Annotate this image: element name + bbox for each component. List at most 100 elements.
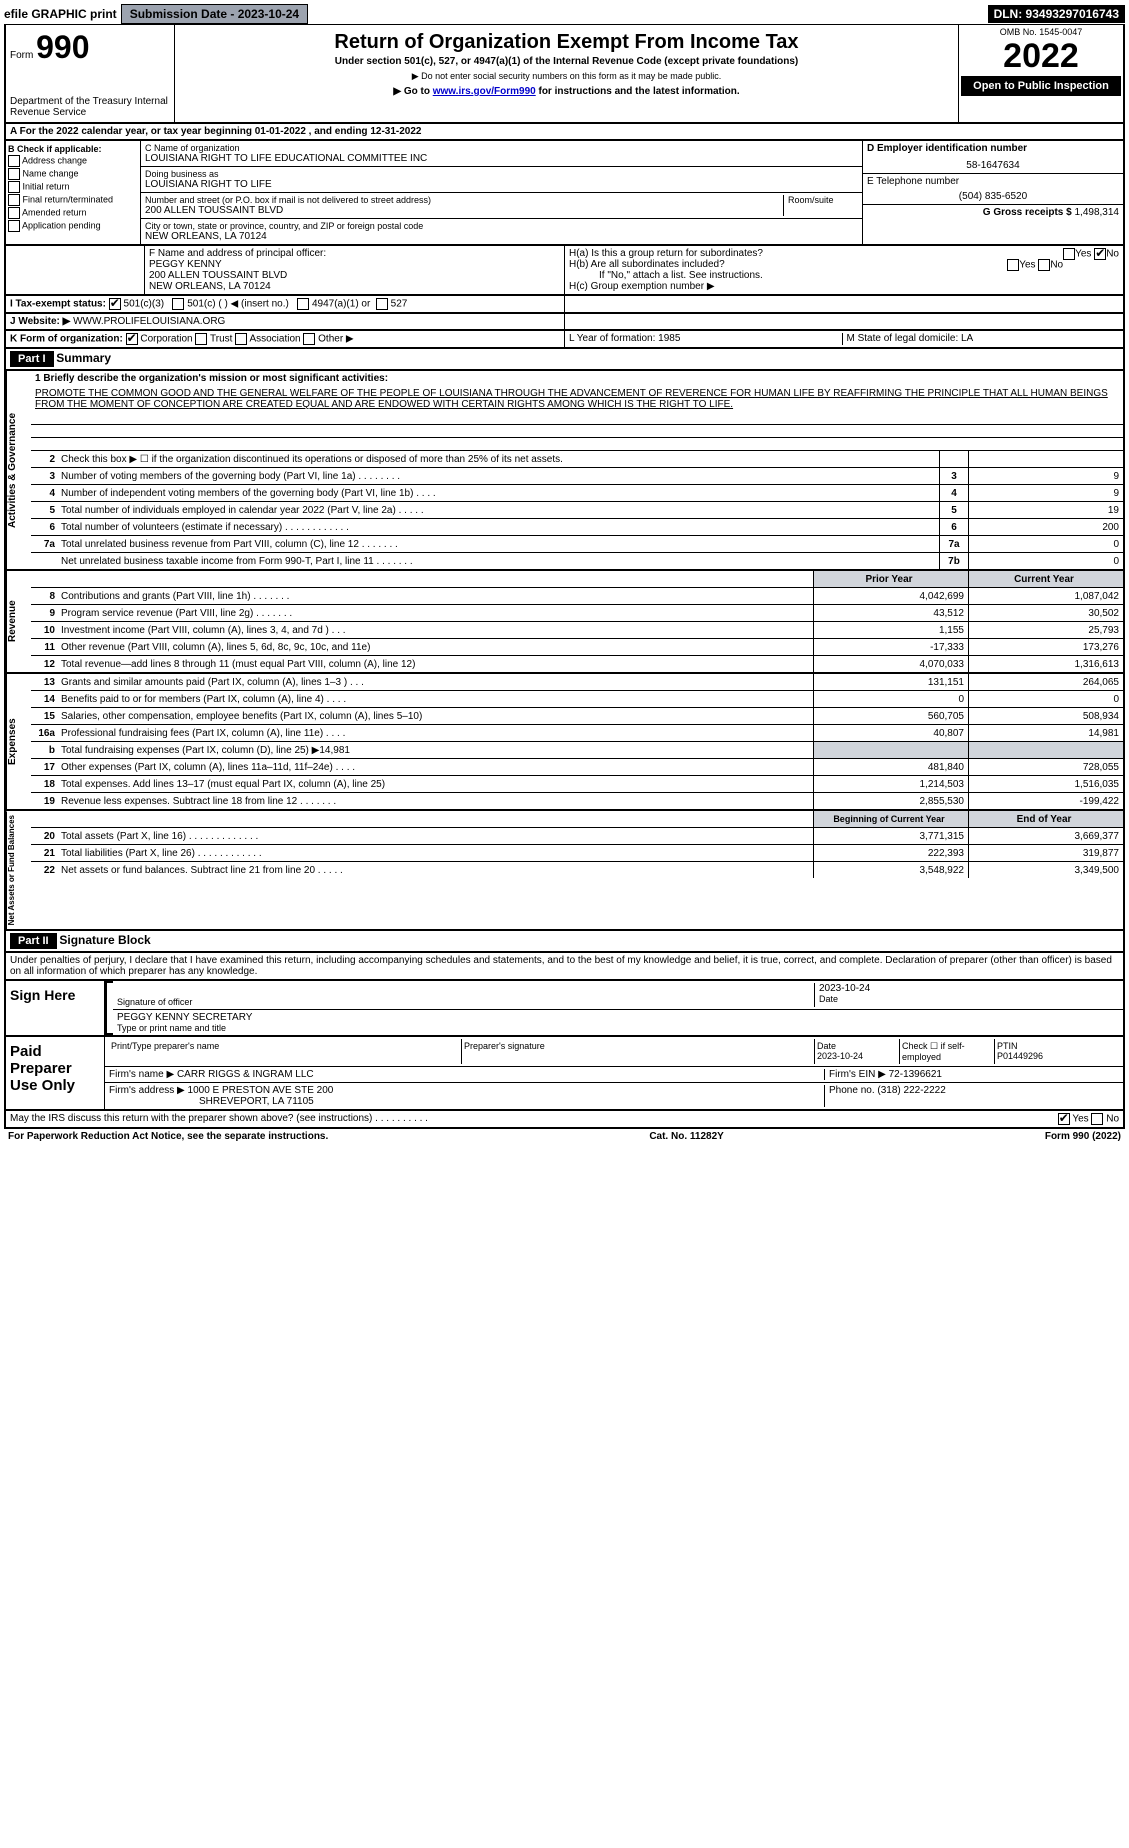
check-label: Amended return (22, 207, 87, 217)
check-501c[interactable] (172, 298, 184, 310)
sign-date: 2023-10-24 (819, 983, 1119, 994)
part2-tab: Part II (10, 933, 57, 949)
part2-title: Signature Block (59, 933, 150, 947)
footer-right: Form 990 (2022) (1045, 1131, 1121, 1142)
table-row: 13Grants and similar amounts paid (Part … (31, 674, 1123, 691)
table-row: 9Program service revenue (Part VIII, lin… (31, 605, 1123, 622)
submission-button[interactable]: Submission Date - 2023-10-24 (121, 4, 308, 24)
col-c: C Name of organization LOUISIANA RIGHT T… (141, 141, 863, 244)
check-no[interactable] (1091, 1113, 1103, 1125)
check-address[interactable]: Address change (8, 155, 138, 167)
check-final[interactable]: Final return/terminated (8, 194, 138, 206)
check-label: Initial return (23, 181, 70, 191)
year-formation: L Year of formation: 1985 (569, 333, 843, 345)
section-expenses: Expenses 13Grants and similar amounts pa… (4, 674, 1125, 811)
irs-link[interactable]: www.irs.gov/Form990 (433, 86, 536, 97)
date-label: Date (819, 994, 1119, 1004)
firm-label: Firm's name ▶ (109, 1069, 174, 1080)
open-public-label: Open to Public Inspection (961, 76, 1121, 96)
firm-addr2: SHREVEPORT, LA 71105 (109, 1096, 824, 1107)
mission-text: PROMOTE THE COMMON GOOD AND THE GENERAL … (31, 386, 1123, 412)
table-row: 20Total assets (Part X, line 16) . . . .… (31, 828, 1123, 845)
hc-label: H(c) Group exemption number ▶ (569, 281, 1119, 292)
efile-label: efile GRAPHIC print (4, 7, 117, 21)
form-number: 990 (36, 29, 89, 65)
table-row: 7aTotal unrelated business revenue from … (31, 536, 1123, 553)
firm-name: CARR RIGGS & INGRAM LLC (177, 1069, 314, 1080)
note-link: ▶ Go to www.irs.gov/Form990 for instruct… (179, 86, 954, 97)
header-left: Form 990 Department of the Treasury Inte… (6, 25, 175, 122)
table-row: 16aProfessional fundraising fees (Part I… (31, 725, 1123, 742)
table-row: 21Total liabilities (Part X, line 26) . … (31, 845, 1123, 862)
form-label: Form (10, 50, 33, 61)
check-trust[interactable] (195, 333, 207, 345)
col-b: B Check if applicable: Address change Na… (6, 141, 141, 244)
org-name: LOUISIANA RIGHT TO LIFE EDUCATIONAL COMM… (145, 153, 858, 164)
ptin-value: P01449296 (997, 1051, 1043, 1061)
row-a: A For the 2022 calendar year, or tax yea… (4, 124, 1125, 141)
prep-date: 2023-10-24 (817, 1051, 863, 1061)
opt-501c: 501(c) ( ) ◀ (insert no.) (187, 299, 289, 310)
firm-ein: 72-1396621 (889, 1069, 942, 1080)
check-label: Application pending (22, 220, 101, 230)
check-name[interactable]: Name change (8, 168, 138, 180)
ptin-header: PTIN (997, 1041, 1018, 1051)
form-header: Form 990 Department of the Treasury Inte… (4, 24, 1125, 124)
section-revenue: Revenue b Prior Year Current Year 8Contr… (4, 571, 1125, 674)
side-rev: Revenue (6, 571, 31, 672)
state-domicile: M State of legal domicile: LA (843, 333, 1120, 345)
check-pending[interactable]: Application pending (8, 220, 138, 232)
header-row: b Prior Year Current Year (31, 571, 1123, 588)
check-label: Address change (22, 155, 87, 165)
table-row: 11Other revenue (Part VIII, column (A), … (31, 639, 1123, 656)
check-amended[interactable]: Amended return (8, 207, 138, 219)
main-info: B Check if applicable: Address change Na… (4, 141, 1125, 246)
check-assoc[interactable] (235, 333, 247, 345)
table-row: 19Revenue less expenses. Subtract line 1… (31, 793, 1123, 809)
check-other[interactable] (303, 333, 315, 345)
row-fh: F Name and address of principal officer:… (4, 246, 1125, 296)
sig-label: Signature of officer (117, 997, 814, 1007)
opt-527: 527 (391, 299, 408, 310)
footer-mid: Cat. No. 11282Y (649, 1131, 723, 1142)
paid-label: Paid Preparer Use Only (6, 1037, 105, 1109)
firm-addr: 1000 E PRESTON AVE STE 200 (188, 1085, 334, 1096)
side-exp: Expenses (6, 674, 31, 809)
name-label: Type or print name and title (117, 1023, 1119, 1033)
table-row: 17Other expenses (Part IX, column (A), l… (31, 759, 1123, 776)
firm-phone: (318) 222-2222 (877, 1085, 945, 1096)
city-value: NEW ORLEANS, LA 70124 (145, 231, 858, 242)
form-title: Return of Organization Exempt From Incom… (179, 31, 954, 54)
check-label: Name change (23, 168, 79, 178)
check-4947[interactable] (297, 298, 309, 310)
check-yes[interactable] (1058, 1113, 1070, 1125)
opt-501c3: 501(c)(3) (124, 299, 165, 310)
check-corp[interactable] (126, 333, 138, 345)
check-initial[interactable]: Initial return (8, 181, 138, 193)
part1-header: Part I Summary (4, 349, 1125, 371)
footer-left: For Paperwork Reduction Act Notice, see … (8, 1131, 328, 1142)
table-row: 15Salaries, other compensation, employee… (31, 708, 1123, 725)
check-501c3[interactable] (109, 298, 121, 310)
table-row: 22Net assets or fund balances. Subtract … (31, 862, 1123, 878)
city-label: City or town, state or province, country… (145, 221, 858, 231)
website-value: WWW.PROLIFELOUISIANA.ORG (73, 316, 225, 327)
h-cell: H(a) Is this a group return for subordin… (565, 246, 1123, 294)
section-net: Net Assets or Fund Balances Beginning of… (4, 811, 1125, 931)
opt-trust: Trust (210, 334, 232, 345)
prep-name-header: Print/Type preparer's name (109, 1039, 462, 1064)
table-row: 5Total number of individuals employed in… (31, 502, 1123, 519)
ein-label: D Employer identification number (867, 143, 1119, 154)
sign-here-label: Sign Here (6, 981, 105, 1035)
row-k: K Form of organization: Corporation Trus… (4, 331, 1125, 349)
part2-header: Part II Signature Block (4, 931, 1125, 953)
row-i: I Tax-exempt status: 501(c)(3) 501(c) ( … (4, 296, 1125, 314)
sign-here-block: Sign Here Signature of officer 2023-10-2… (4, 981, 1125, 1037)
end-year-header: End of Year (968, 811, 1123, 827)
side-net: Net Assets or Fund Balances (6, 811, 31, 929)
ha-label: H(a) Is this a group return for subordin… (569, 248, 763, 259)
check-527[interactable] (376, 298, 388, 310)
j-label: J Website: ▶ (10, 316, 70, 327)
footer: For Paperwork Reduction Act Notice, see … (4, 1129, 1125, 1144)
section-governance: Activities & Governance 1 Briefly descri… (4, 371, 1125, 571)
